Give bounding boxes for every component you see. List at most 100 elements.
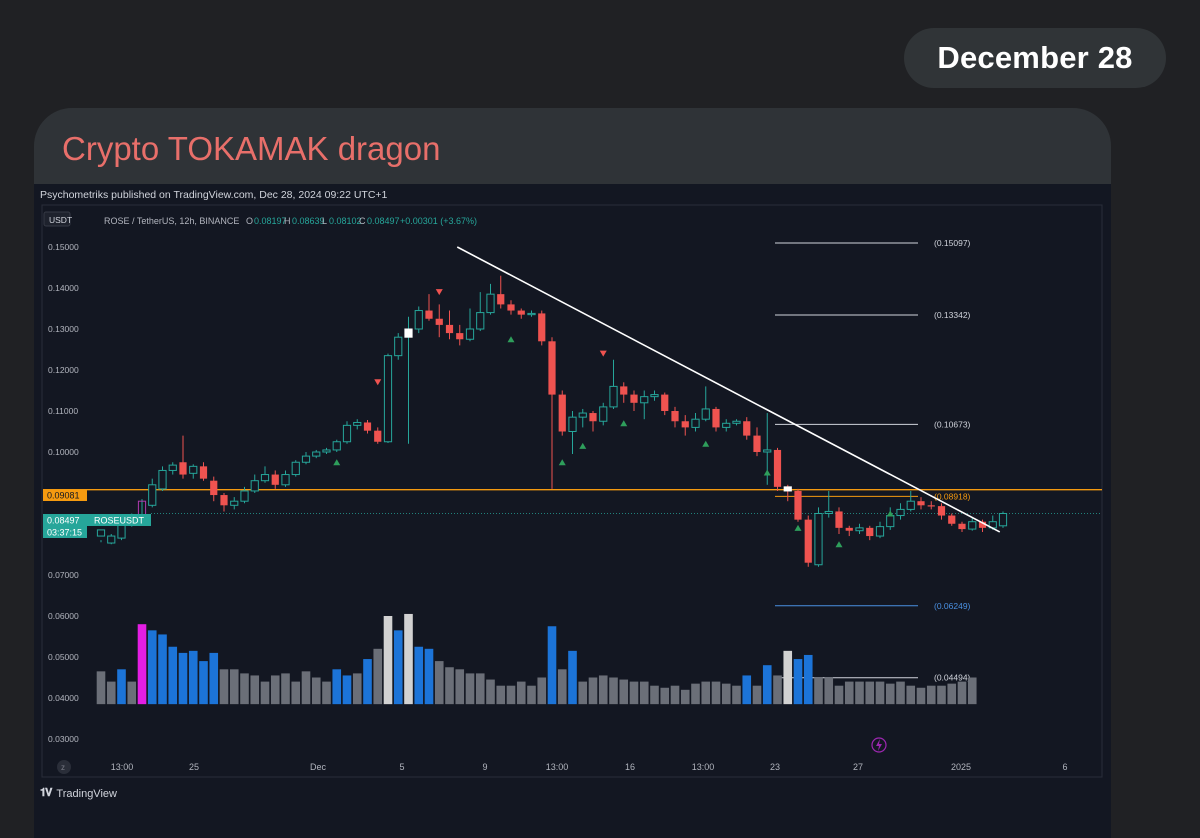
candle <box>414 306 423 334</box>
candle-body <box>250 480 259 492</box>
volume-bar <box>691 683 700 705</box>
candle-body <box>589 413 597 422</box>
candle-body <box>148 484 157 506</box>
candle <box>230 497 239 510</box>
post-title: Crypto TOKAMAK dragon <box>62 130 441 167</box>
candle <box>620 382 628 403</box>
candle-body <box>722 422 731 428</box>
y-tick-label: 0.14000 <box>48 283 79 293</box>
buy-marker <box>886 510 894 517</box>
timezone-icon[interactable] <box>57 760 71 774</box>
candle <box>568 411 577 455</box>
candle-body <box>445 324 454 334</box>
volume-bar <box>332 669 342 705</box>
volume-bar <box>117 669 126 705</box>
currency-label: USDT <box>49 215 72 225</box>
volume-bar <box>352 673 362 705</box>
candle-body <box>353 421 362 426</box>
candle <box>189 464 198 479</box>
volume-bar <box>947 683 957 705</box>
candle <box>661 392 669 416</box>
volume-bar <box>639 681 649 705</box>
candle-body <box>558 394 566 432</box>
fib-level-label: (0.08918) <box>934 491 971 501</box>
candle-body <box>342 424 352 443</box>
timezone-button: z <box>57 760 71 774</box>
candle <box>383 353 393 443</box>
alert-icon <box>871 737 887 753</box>
candle-body <box>783 486 792 492</box>
candle <box>978 519 987 532</box>
volume-bar <box>229 669 239 705</box>
fib-level-label: (0.04494) <box>934 673 971 683</box>
candle-body <box>199 466 208 479</box>
volume-bar <box>434 661 444 705</box>
volume-bar <box>588 677 598 705</box>
candle-body <box>517 310 525 315</box>
volume-bar <box>455 669 465 705</box>
legend-l-value: 0.08102 <box>329 216 362 226</box>
lightning-icon[interactable] <box>871 737 887 753</box>
countdown-box <box>43 526 87 538</box>
candle <box>783 484 792 502</box>
buy-marker <box>835 541 843 548</box>
volume-bar <box>373 648 383 705</box>
volume-bar <box>578 681 588 705</box>
volume-bar <box>424 648 434 705</box>
candle-body <box>538 313 546 342</box>
candle <box>937 503 946 520</box>
x-tick-label: 13:00 <box>546 762 569 772</box>
candle-body <box>640 396 649 404</box>
candle <box>814 507 823 567</box>
candle-body <box>968 521 977 530</box>
candle-body <box>896 508 905 517</box>
candle-body <box>937 506 946 516</box>
volume-bar <box>803 654 813 705</box>
candle <box>753 427 761 457</box>
candle <box>363 420 372 434</box>
candle-body <box>763 449 772 453</box>
candle-body <box>773 449 782 487</box>
volume-bar <box>281 673 290 705</box>
candle-body <box>322 449 331 453</box>
candle-body <box>230 500 239 506</box>
volume-bar <box>957 681 967 705</box>
candle <box>845 525 853 537</box>
candle-body <box>948 515 956 524</box>
candle <box>291 460 300 477</box>
volume-bar <box>188 650 198 705</box>
candle-body <box>465 328 475 340</box>
x-tick-label: Dec <box>310 762 327 772</box>
buy-marker <box>702 440 710 447</box>
candle <box>866 525 874 541</box>
candle-body <box>507 304 515 311</box>
candle <box>435 304 443 338</box>
signal-markers <box>333 289 894 548</box>
price-tag-countdown: 03:37:15 <box>47 528 82 538</box>
volume-bar <box>598 675 608 705</box>
candle-body <box>179 462 187 475</box>
candle <box>527 310 536 317</box>
volume-bar <box>557 669 567 705</box>
candle-body <box>732 420 741 424</box>
candle-body <box>661 394 669 411</box>
x-tick-label: 9 <box>482 762 487 772</box>
candle <box>917 497 925 510</box>
volume-bar <box>127 681 137 705</box>
candle <box>342 421 352 444</box>
volume-bar <box>793 659 803 705</box>
candle-body <box>312 451 321 457</box>
volume-bar <box>680 689 690 705</box>
volume-bar <box>383 616 393 705</box>
y-tick-label: 0.03000 <box>48 734 79 744</box>
candle <box>855 523 864 534</box>
buy-marker <box>620 420 628 427</box>
candle-body <box>260 474 270 482</box>
candle-body <box>753 435 761 452</box>
candle-body <box>414 310 423 330</box>
volume-bar <box>537 677 547 705</box>
volume-bar <box>240 673 249 705</box>
volume-bar <box>393 630 403 705</box>
candle-body <box>291 461 300 476</box>
candle-body <box>383 355 393 443</box>
